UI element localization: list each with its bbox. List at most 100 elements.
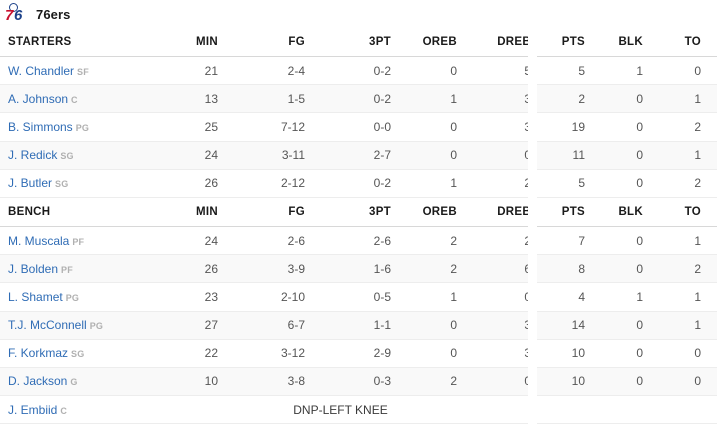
- stat-pts: 11: [537, 141, 597, 170]
- stat-fg: 6-7: [233, 311, 325, 340]
- col-to[interactable]: TO: [657, 197, 716, 227]
- team-name: 76ers: [36, 6, 71, 22]
- stat-tpt: 2-9: [325, 339, 405, 368]
- stat-min: 26: [158, 169, 233, 198]
- stat-to: 1: [657, 141, 716, 170]
- player-name-link[interactable]: A. Johnson: [8, 91, 69, 106]
- dnp-blank: [537, 395, 717, 425]
- stat-pts: 4: [537, 282, 597, 312]
- stat-tpt: 1-1: [325, 311, 405, 340]
- sixers-logo-icon: 7 6: [4, 2, 28, 26]
- stat-min: 24: [158, 226, 233, 256]
- stat-fg: 1-5: [233, 84, 325, 114]
- player-name-link[interactable]: D. Jackson: [8, 374, 68, 389]
- stat-blk: 0: [597, 311, 657, 340]
- col-bench: BENCH: [0, 197, 158, 227]
- stat-tpt: 2-7: [325, 141, 405, 170]
- player-position: SG: [55, 179, 69, 190]
- player-position: SF: [77, 66, 89, 77]
- stat-to: 1: [657, 311, 716, 340]
- stat-oreb: 1: [405, 282, 469, 312]
- col-min[interactable]: MIN: [158, 197, 233, 227]
- player-cell: D. Jackson G: [0, 367, 158, 397]
- table-row: 11011: [537, 141, 717, 170]
- stat-pts: 8: [537, 254, 597, 284]
- stat-to: 1: [657, 84, 716, 114]
- stat-blk: 0: [597, 367, 657, 397]
- col-pts[interactable]: PTS: [537, 197, 597, 227]
- col-starters: STARTERS: [0, 28, 158, 57]
- player-position: PG: [89, 321, 104, 332]
- stat-oreb: 2: [405, 254, 469, 284]
- starters-header-row-right: PTS BLK TO PF: [537, 28, 717, 57]
- stat-blk: 0: [597, 339, 657, 368]
- player-name-link[interactable]: J. Embiid: [8, 402, 58, 417]
- player-cell: T.J. McConnell PG: [0, 311, 158, 340]
- col-fg[interactable]: FG: [233, 28, 325, 57]
- stat-pts: 5: [537, 169, 597, 198]
- col-min[interactable]: MIN: [158, 28, 233, 57]
- stat-tpt: 2-6: [325, 226, 405, 256]
- stat-min: 25: [158, 112, 233, 142]
- table-row: 10003: [537, 339, 717, 368]
- player-position: SG: [71, 349, 85, 360]
- stat-pts: 2: [537, 84, 597, 114]
- stat-fg: 3-9: [233, 254, 325, 284]
- bench-body-right: 701280244113140111000310000: [537, 226, 717, 425]
- col-3pt[interactable]: 3PT: [325, 28, 405, 57]
- table-row: 19023: [537, 112, 717, 142]
- stat-oreb: 0: [405, 141, 469, 170]
- stat-fg: 2-4: [233, 56, 325, 86]
- stat-fg: 2-6: [233, 226, 325, 256]
- col-oreb[interactable]: OREB: [405, 197, 469, 227]
- player-name-link[interactable]: J. Bolden: [8, 261, 59, 276]
- table-row: 10000: [537, 367, 717, 397]
- stat-blk: 0: [597, 112, 657, 142]
- player-name-link[interactable]: J. Redick: [8, 148, 58, 163]
- stat-tpt: 0-2: [325, 169, 405, 198]
- stat-to: 1: [657, 282, 716, 312]
- player-cell: J. Butler SG: [0, 169, 158, 198]
- player-position: C: [60, 405, 68, 416]
- player-position: SG: [60, 151, 74, 162]
- stat-min: 10: [158, 367, 233, 397]
- player-position: PF: [61, 264, 73, 275]
- player-name-link[interactable]: F. Korkmaz: [8, 346, 69, 361]
- player-position: G: [70, 377, 78, 388]
- col-pts[interactable]: PTS: [537, 28, 597, 57]
- col-oreb[interactable]: OREB: [405, 28, 469, 57]
- player-name-link[interactable]: M. Muscala: [8, 233, 70, 248]
- stat-pts: 14: [537, 311, 597, 340]
- player-cell: J. Redick SG: [0, 141, 158, 170]
- stat-pts: 10: [537, 367, 597, 397]
- stat-fg: 3-11: [233, 141, 325, 170]
- table-row: 4113: [537, 282, 717, 312]
- player-name-link[interactable]: T.J. McConnell: [8, 318, 87, 333]
- col-fg[interactable]: FG: [233, 197, 325, 227]
- col-blk[interactable]: BLK: [597, 28, 657, 57]
- stat-min: 27: [158, 311, 233, 340]
- col-blk[interactable]: BLK: [597, 197, 657, 227]
- player-name-link[interactable]: L. Shamet: [8, 289, 63, 304]
- stat-tpt: 0-2: [325, 84, 405, 114]
- col-3pt[interactable]: 3PT: [325, 197, 405, 227]
- player-name-link[interactable]: B. Simmons: [8, 119, 73, 134]
- player-name-link[interactable]: W. Chandler: [8, 63, 75, 78]
- player-cell: B. Simmons PG: [0, 112, 158, 142]
- player-position: PF: [72, 236, 85, 247]
- col-to[interactable]: TO: [657, 28, 716, 57]
- stat-pts: 10: [537, 339, 597, 368]
- stat-oreb: 1: [405, 169, 469, 198]
- player-name-link[interactable]: J. Butler: [8, 176, 53, 191]
- stat-blk: 0: [597, 84, 657, 114]
- player-position: PG: [65, 292, 80, 303]
- stat-oreb: 2: [405, 226, 469, 256]
- player-cell: M. Muscala PF: [0, 226, 158, 256]
- player-cell: L. Shamet PG: [0, 282, 158, 312]
- stats-pane-left: STARTERS MIN FG 3PT OREB DREB REB +/- W.…: [0, 28, 663, 425]
- stat-blk: 1: [597, 282, 657, 312]
- stat-blk: 1: [597, 56, 657, 86]
- dnp-row-right: [537, 395, 717, 425]
